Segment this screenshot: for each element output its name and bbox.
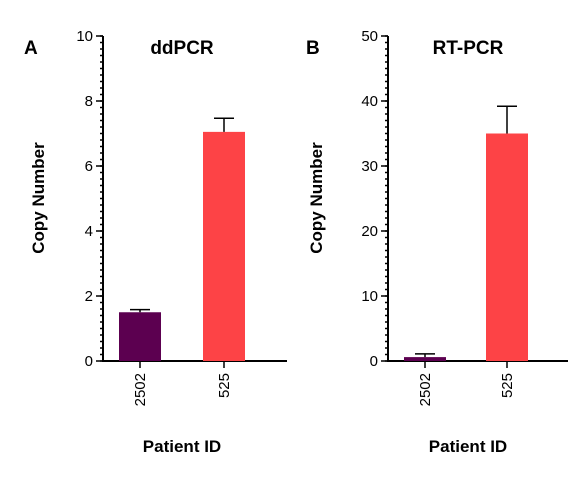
bar-525 [486, 133, 528, 361]
y-tick-label: 8 [85, 93, 93, 110]
x-axis-label: Patient ID [429, 437, 507, 456]
bar-2502 [404, 357, 446, 361]
y-tick-label: 6 [85, 158, 93, 175]
y-axis-label: Copy Number [29, 142, 48, 254]
y-tick-label: 0 [85, 353, 93, 370]
bar-2502 [119, 312, 161, 361]
panel-letter: B [306, 38, 320, 59]
x-tick-label: 2502 [132, 373, 149, 406]
x-tick-label: 525 [499, 373, 516, 398]
chart-title: RT-PCR [433, 38, 504, 59]
y-tick-label: 10 [76, 28, 93, 45]
x-tick-label: 525 [216, 373, 233, 398]
y-tick-label: 2 [85, 288, 93, 305]
y-tick-label: 10 [361, 288, 378, 305]
y-tick-label: 20 [361, 223, 378, 240]
y-tick-label: 40 [361, 93, 378, 110]
x-tick-label: 2502 [417, 373, 434, 406]
y-axis-label: Copy Number [307, 142, 326, 254]
chart-panel-b: B RT-PCR Copy Number Patient ID 0 10 20 30 4… [306, 28, 568, 456]
y-tick-label: 0 [370, 353, 378, 370]
y-tick-label: 50 [361, 28, 378, 45]
x-axis-label: Patient ID [143, 437, 221, 456]
y-tick-label: 4 [85, 223, 93, 240]
bar-525 [203, 131, 245, 361]
chart-panel-a: A ddPCR Copy Number Patient ID 0 2 4 6 8 10 25… [24, 28, 287, 456]
y-tick-label: 30 [361, 158, 378, 175]
panel-letter: A [24, 38, 38, 59]
chart-title: ddPCR [150, 38, 214, 59]
